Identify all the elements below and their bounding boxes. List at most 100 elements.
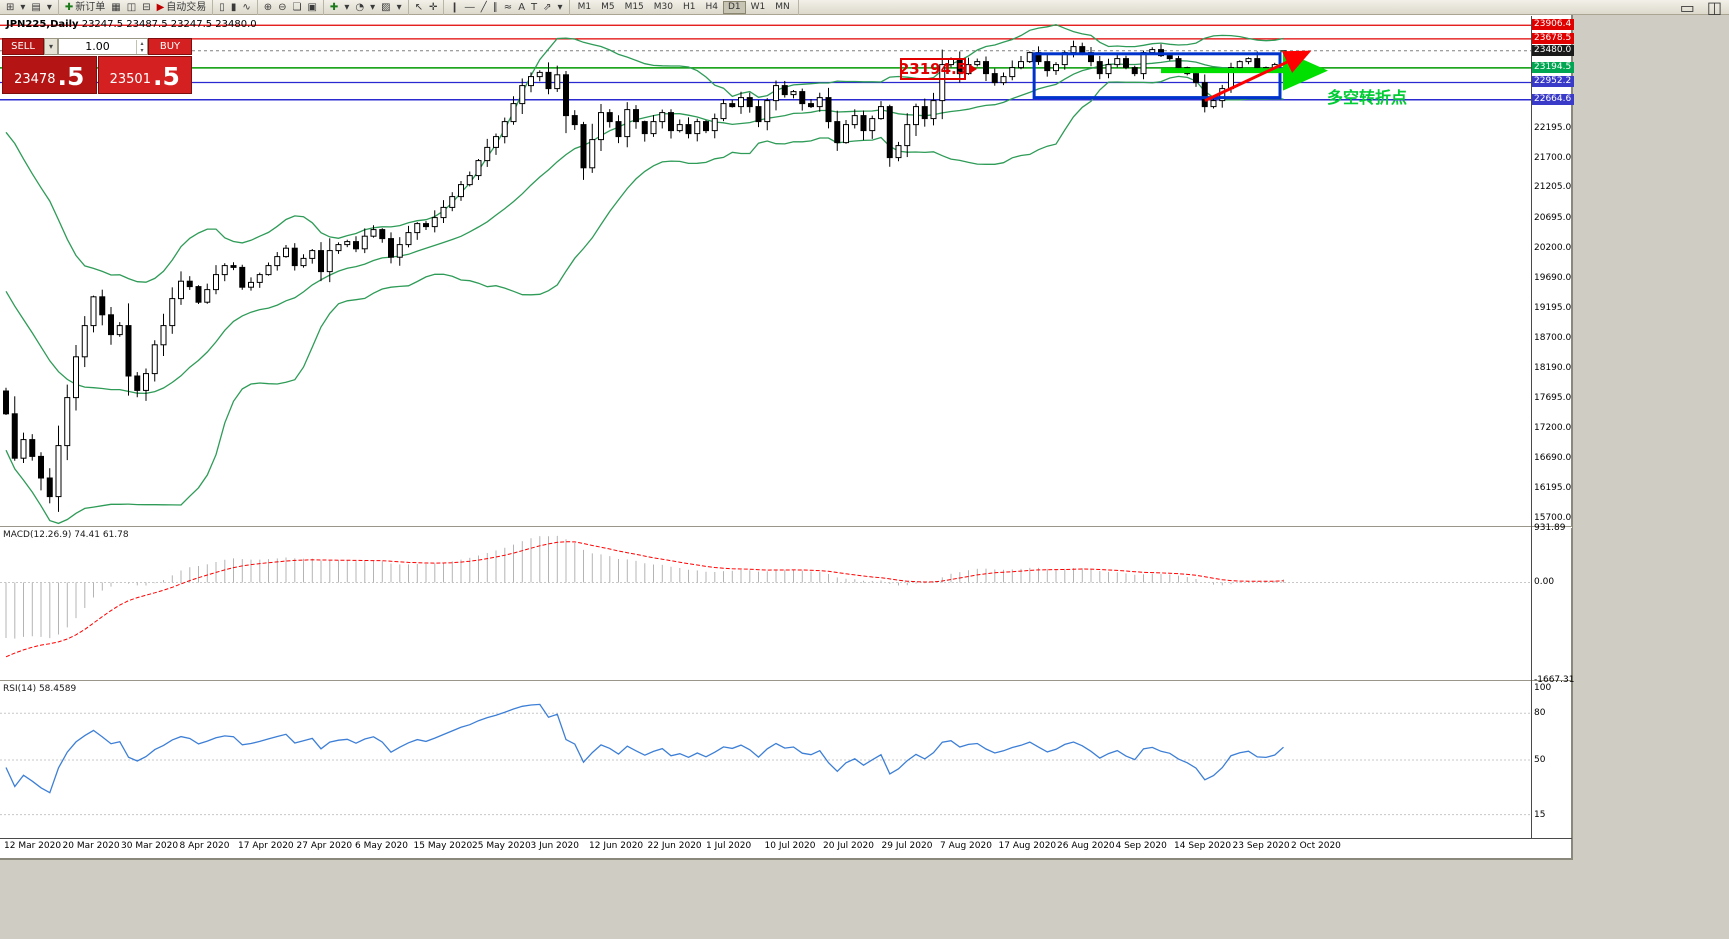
terminal-icon[interactable]: ⊟ (139, 1, 153, 14)
date-label: 12 Mar 2020 (4, 841, 62, 851)
bar-chart-type-icon: ▯ (219, 1, 225, 13)
date-label: 27 Apr 2020 (296, 841, 353, 851)
date-label: 26 Aug 2020 (1057, 841, 1115, 851)
channel-icon[interactable]: ∥ (490, 1, 501, 14)
templates-dropdown-icon: ▾ (396, 1, 402, 13)
fibonacci-icon[interactable]: ≈ (501, 1, 515, 14)
rsi-axis-label: 50 (1534, 755, 1546, 765)
date-label: 17 Apr 2020 (238, 841, 294, 851)
autotrading-button: ▶ (156, 1, 165, 13)
tile-windows-icon[interactable]: ❏ (290, 1, 305, 14)
date-label: 4 Sep 2020 (1115, 841, 1167, 851)
arrows-icon: ⇗ (543, 1, 552, 13)
price-tick-label: 20695.0 (1534, 212, 1572, 223)
panel-separator[interactable] (0, 680, 1572, 681)
price-marker-label: 23480.0 (1532, 44, 1575, 56)
arrows-icon[interactable]: ⇗ (540, 1, 554, 14)
crosshair-icon: ✛ (428, 1, 438, 13)
trendline-icon: ╱ (480, 1, 487, 13)
volume-down-icon[interactable]: ▾ (140, 46, 144, 54)
rsi-axis-label: 80 (1534, 708, 1546, 719)
date-label: 7 Aug 2020 (940, 841, 992, 851)
bar-chart-type-icon[interactable]: ▯ (216, 1, 228, 14)
price-marker-label: 23194.5 (1532, 61, 1575, 73)
timeframe-m30[interactable]: M30 (653, 1, 673, 12)
market-watch-icon[interactable]: ◫ (124, 1, 139, 14)
zoom-in-icon[interactable]: ⊕ (261, 1, 275, 14)
indicators-icon[interactable]: ✚ (327, 1, 341, 14)
date-label: 15 May 2020 (413, 841, 473, 851)
price-tick-label: 16195.0 (1534, 482, 1572, 493)
date-label: 10 Jul 2020 (764, 841, 816, 851)
arrange-window-icon[interactable]: ◫ (1706, 0, 1722, 17)
timeframe-m15[interactable]: M15 (624, 1, 644, 12)
timeframe-m1[interactable]: M1 (577, 1, 592, 12)
crosshair-icon[interactable]: ✛ (426, 1, 440, 14)
timeframe-w1[interactable]: W1 (750, 1, 766, 12)
line-chart-type-icon[interactable]: ∿ (239, 1, 253, 14)
restore-window-icon[interactable]: ▭ (1679, 0, 1695, 17)
periods-dropdown-icon[interactable]: ▾ (367, 1, 378, 14)
horizontal-line-icon[interactable]: ― (462, 1, 478, 14)
templates-dropdown-icon[interactable]: ▾ (394, 1, 405, 14)
volume-up-icon[interactable]: ▴ (140, 39, 144, 47)
main-chart-canvas[interactable] (0, 16, 1531, 526)
vertical-line-icon[interactable]: ❙ (447, 1, 461, 14)
candlestick-chart-type-icon[interactable]: ▮ (228, 1, 240, 14)
autotrading-button[interactable]: ▶ 自动交易 (154, 1, 210, 14)
label-icon[interactable]: T (528, 1, 540, 14)
trendline-icon[interactable]: ╱ (478, 1, 490, 14)
macd-panel-canvas[interactable] (0, 528, 1531, 680)
price-tick-label: 17200.0 (1534, 422, 1572, 433)
cascade-windows-icon[interactable]: ▣ (304, 1, 319, 14)
buy-price[interactable]: 23501 .5 (97, 56, 192, 94)
sell-button[interactable]: SELL (2, 38, 44, 55)
templates-icon[interactable]: ▨ (378, 1, 393, 14)
new-order-button: ✚ (64, 1, 74, 13)
timeframe-d1[interactable]: D1 (723, 0, 746, 14)
cursor-icon[interactable]: ↖ (412, 1, 426, 14)
macd-axis-label: 0.00 (1534, 577, 1555, 588)
window-controls: ▭ ◫ (1677, 0, 1725, 17)
panel-separator-highlight (0, 681, 1572, 682)
timeframe-h4[interactable]: H4 (705, 1, 719, 12)
new-order-button-label: 新订单 (75, 1, 106, 13)
sell-price-base: 23478 (14, 72, 56, 87)
indicators-dropdown-icon[interactable]: ▾ (341, 1, 352, 14)
buy-button[interactable]: BUY (148, 38, 192, 55)
volume-input[interactable]: 1.00 (85, 40, 110, 53)
timeframe-m5[interactable]: M5 (601, 1, 615, 12)
shapes-dropdown-icon: ▾ (557, 1, 563, 13)
zoom-out-icon: ⊖ (278, 1, 287, 13)
text-icon[interactable]: A (515, 1, 528, 14)
rsi-panel-canvas[interactable] (0, 682, 1531, 838)
sell-price[interactable]: 23478 .5 (2, 56, 97, 94)
volume-preset-dropdown[interactable]: ▾ (44, 38, 58, 55)
date-label: 3 Jun 2020 (530, 841, 579, 851)
shapes-dropdown-icon[interactable]: ▾ (555, 1, 566, 14)
timeframe-mn[interactable]: MN (775, 1, 790, 12)
autotrading-button-label: 自动交易 (166, 1, 207, 13)
date-label: 8 Apr 2020 (179, 841, 230, 851)
turning-point-note[interactable]: 多空转折点 (1327, 88, 1408, 107)
chart-window[interactable]: JPN225,Daily 23247.5 23487.5 23247.5 234… (0, 15, 1575, 860)
macd-axis-label: 931.89 (1534, 523, 1566, 533)
price-axis-line (1531, 16, 1532, 838)
price-tick-label: 18700.0 (1534, 332, 1572, 343)
rsi-label: RSI(14) 58.4589 (3, 684, 77, 694)
tile-windows-icon: ❏ (292, 1, 302, 13)
timeframe-h1[interactable]: H1 (683, 1, 696, 12)
zoom-out-icon[interactable]: ⊖ (275, 1, 289, 14)
profiles-dropdown-icon[interactable]: ▾ (44, 1, 55, 14)
price-tick-label: 17695.0 (1534, 392, 1572, 403)
profiles-dropdown-icon: ▾ (46, 1, 52, 13)
new-chart-dropdown-icon[interactable]: ▾ (17, 1, 28, 14)
price-annotation-box[interactable]: 23194.5 (898, 58, 968, 80)
panel-separator[interactable] (0, 526, 1572, 527)
chart-windows-icon[interactable]: ▦ (108, 1, 123, 14)
periods-icon[interactable]: ◔ (352, 1, 367, 14)
new-order-button[interactable]: ✚ 新订单 (62, 1, 108, 14)
profiles-icon[interactable]: ▤ (28, 1, 43, 14)
new-chart-icon[interactable]: ⊞ (3, 1, 17, 14)
sell-price-frac: .5 (57, 62, 85, 91)
